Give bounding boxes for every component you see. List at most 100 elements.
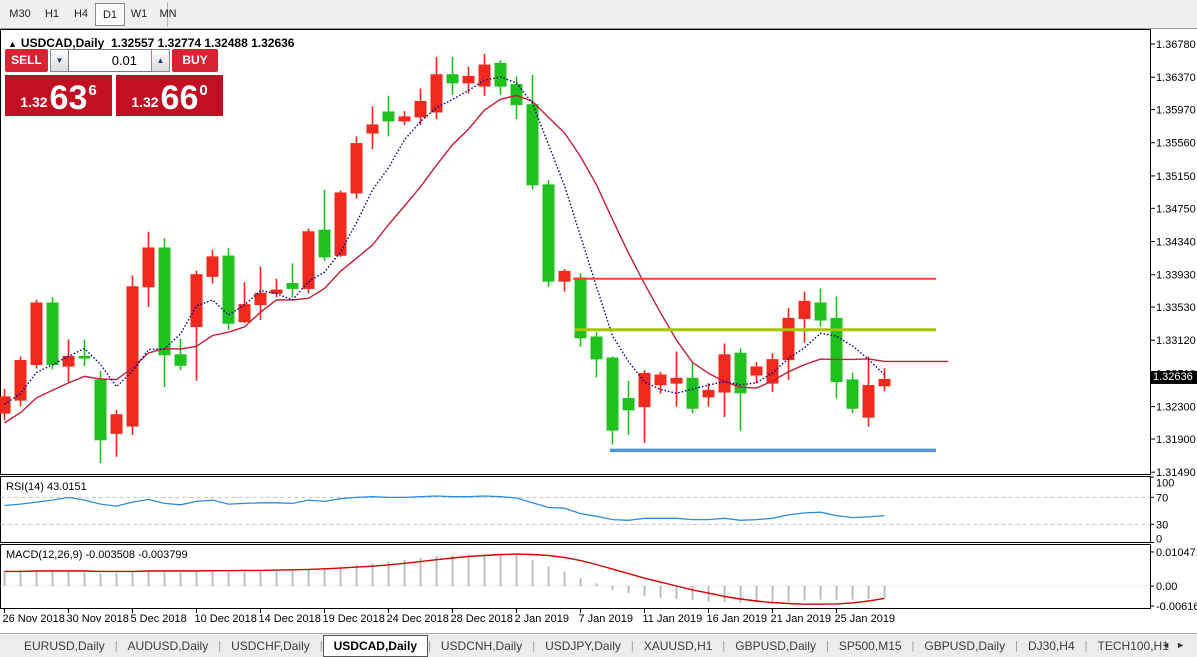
volume-decrease-button[interactable]: ▼ xyxy=(50,49,69,72)
sell-price-box[interactable]: 1.32 63 6 xyxy=(5,75,112,116)
price-axis-label: 1.35970 xyxy=(1156,105,1196,117)
tab-separator: | xyxy=(825,639,829,652)
date-axis-label: 7 Jan 2019 xyxy=(579,613,633,625)
date-axis-label: 19 Dec 2018 xyxy=(323,613,385,625)
timeframe-button-h1[interactable]: H1 xyxy=(44,8,60,20)
toolbar-divider xyxy=(167,2,168,27)
tab-separator: | xyxy=(319,639,323,652)
price-axis-label: 1.33120 xyxy=(1156,335,1196,347)
price-axis-label: 1.32300 xyxy=(1156,402,1196,414)
buy-button[interactable]: BUY xyxy=(172,49,218,72)
rsi-level-label: 0 xyxy=(1156,534,1162,546)
symbol-tab-usdjpy[interactable]: USDJPY,Daily xyxy=(545,638,621,653)
date-axis-label: 26 Nov 2018 xyxy=(3,613,65,625)
date-axis-label: 16 Jan 2019 xyxy=(707,613,768,625)
one-click-trading-panel: SELL ▼ ▲ BUY 1.32 63 6 1.32 66 0 xyxy=(5,49,225,116)
date-axis-label: 10 Dec 2018 xyxy=(195,613,257,625)
date-axis-label: 5 Dec 2018 xyxy=(131,613,187,625)
volume-input[interactable] xyxy=(68,49,152,72)
rsi-level-label: 70 xyxy=(1156,492,1168,504)
price-axis-label: 1.36370 xyxy=(1156,72,1196,84)
down-arrow-icon: ▼ xyxy=(55,56,64,65)
symbol-tab-audusd[interactable]: AUDUSD,Daily xyxy=(127,638,209,653)
price-axis-label: 1.35560 xyxy=(1156,138,1196,150)
rsi-pane-border xyxy=(0,476,1151,543)
price-axis-label: 1.33530 xyxy=(1156,302,1196,314)
price-axis-label: 1.36780 xyxy=(1156,39,1196,51)
tab-separator: | xyxy=(911,639,915,652)
sell-price-pips: 63 xyxy=(49,79,88,117)
buy-price-point: 0 xyxy=(199,82,208,99)
buy-price-box[interactable]: 1.32 66 0 xyxy=(116,75,223,116)
tab-scroll-right-icon[interactable]: ► xyxy=(1176,640,1191,650)
price-axis-label: 1.34340 xyxy=(1156,236,1196,248)
macd-axis-label: 0.010471 xyxy=(1156,547,1197,559)
date-axis-label: 24 Dec 2018 xyxy=(387,613,449,625)
symbol-tab-dj30[interactable]: DJ30,H4 xyxy=(1027,638,1075,653)
timeframe-button-w1[interactable]: W1 xyxy=(130,8,148,20)
tab-separator: | xyxy=(532,639,536,652)
macd-label: MACD(12,26,9) -0.003508 -0.003799 xyxy=(6,549,188,561)
tab-separator: | xyxy=(1084,639,1088,652)
symbol-tab-gbpusd[interactable]: GBPUSD,Daily xyxy=(735,638,816,653)
date-axis-label: 21 Jan 2019 xyxy=(771,613,832,625)
rsi-level-label: 100 xyxy=(1156,478,1174,490)
sell-price-point: 6 xyxy=(88,82,97,99)
timeframe-button-d1[interactable]: D1 xyxy=(95,3,125,26)
symbol-tab-usdchf[interactable]: USDCHF,Daily xyxy=(231,638,310,653)
symbol-tab-gbpusd-2[interactable]: GBPUSD,Daily xyxy=(924,638,1006,653)
date-axis-label: 14 Dec 2018 xyxy=(259,613,321,625)
symbol-tab-usdcnh[interactable]: USDCNH,Daily xyxy=(440,638,523,653)
up-arrow-icon: ▲ xyxy=(156,56,165,65)
current-price-tag: 1.32636 xyxy=(1151,371,1197,384)
price-axis-label: 1.31490 xyxy=(1156,467,1196,479)
buy-price-base: 1.32 xyxy=(131,94,159,110)
tab-separator: | xyxy=(428,639,431,652)
macd-axis-label: 0.00 xyxy=(1156,581,1177,593)
symbol-tab-eurusd[interactable]: EURUSD,Daily xyxy=(24,638,105,653)
sell-price-base: 1.32 xyxy=(20,94,48,110)
symbol-tab-bar: EURUSD,Daily | AUDUSD,Daily | USDCHF,Daily | U… xyxy=(0,633,1197,657)
timeframe-button-m30[interactable]: M30 xyxy=(9,8,31,20)
tab-scroll-left-icon[interactable]: ◄ xyxy=(1161,640,1177,650)
volume-increase-button[interactable]: ▲ xyxy=(151,49,170,72)
buy-price-pips: 66 xyxy=(160,79,199,117)
ma-fast-line xyxy=(4,76,885,405)
symbol-marker-icon: ▲ xyxy=(8,39,17,49)
rsi-label: RSI(14) 43.0151 xyxy=(6,481,87,493)
symbol-tab-usdcad[interactable]: USDCAD,Daily xyxy=(322,634,428,657)
tab-separator: | xyxy=(1015,639,1018,652)
tab-separator: | xyxy=(218,639,222,652)
price-pane-border xyxy=(0,29,1151,475)
date-axis-label: 30 Nov 2018 xyxy=(67,613,129,625)
symbol-tab-sp500[interactable]: SP500,M15 xyxy=(838,638,902,653)
sell-button[interactable]: SELL xyxy=(5,49,48,72)
macd-histogram xyxy=(3,554,886,603)
timeframe-button-mn[interactable]: MN xyxy=(159,8,177,20)
rsi-level-label: 30 xyxy=(1156,519,1168,531)
chart-ohlc-values: 1.32557 1.32774 1.32488 1.32636 xyxy=(110,36,295,50)
date-axis-label: 11 Jan 2019 xyxy=(643,613,703,625)
symbol-tab-xauusd[interactable]: XAUUSD,H1 xyxy=(643,638,713,653)
price-axis-label: 1.31900 xyxy=(1156,434,1196,446)
date-axis-label: 25 Jan 2019 xyxy=(835,613,896,625)
timeframe-toolbar: M30 H1 H4 D1 W1 MN xyxy=(0,0,1197,29)
tab-separator: | xyxy=(630,639,634,652)
macd-signal-line xyxy=(4,553,885,605)
price-axis-label: 1.34750 xyxy=(1156,203,1196,215)
tab-scroll-arrows[interactable]: ◄► xyxy=(1161,640,1191,650)
candles xyxy=(0,53,891,464)
date-axis-label: 28 Dec 2018 xyxy=(451,613,513,625)
price-axis-label: 1.33930 xyxy=(1156,270,1196,282)
chart-symbol-title: USDCAD,Daily xyxy=(20,36,105,50)
tab-separator: | xyxy=(722,639,726,652)
tab-separator: | xyxy=(114,639,118,652)
chart-header: ▲ USDCAD,Daily 1.32557 1.32774 1.32488 1.… xyxy=(8,36,294,50)
timeframe-button-h4[interactable]: H4 xyxy=(73,8,89,20)
date-axis-label: 2 Jan 2019 xyxy=(515,613,569,625)
macd-pane-border xyxy=(0,544,1151,609)
rsi-line xyxy=(4,495,885,521)
symbol-tab-tech100[interactable]: TECH100,H1 xyxy=(1097,638,1169,653)
